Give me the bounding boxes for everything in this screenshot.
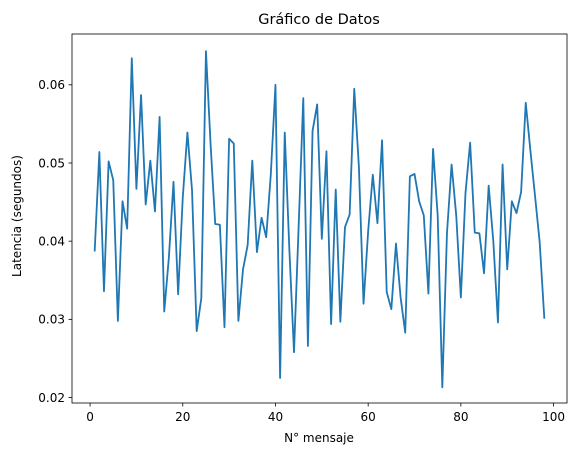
x-tick-label: 20 bbox=[175, 410, 190, 424]
axes-frame bbox=[71, 33, 568, 404]
y-tick-label: 0.05 bbox=[38, 156, 65, 170]
series-line bbox=[93, 50, 546, 389]
x-tick-label: 80 bbox=[453, 410, 468, 424]
y-tick-label: 0.02 bbox=[38, 391, 65, 405]
y-tick-label: 0.03 bbox=[38, 313, 65, 327]
x-axis: 0 20 40 60 80 100 bbox=[86, 403, 565, 424]
x-tick-label: 100 bbox=[542, 410, 565, 424]
y-axis-label: Latencia (segundos) bbox=[10, 155, 24, 277]
x-axis-label: N° mensaje bbox=[284, 431, 354, 445]
x-tick-label: 60 bbox=[361, 410, 376, 424]
x-tick-label: 0 bbox=[86, 410, 94, 424]
y-axis: 0.02 0.03 0.04 0.05 0.06 bbox=[38, 78, 72, 405]
y-tick-label: 0.04 bbox=[38, 234, 65, 248]
x-tick-label: 40 bbox=[268, 410, 283, 424]
y-tick-label: 0.06 bbox=[38, 78, 65, 92]
chart-title: Gráfico de Datos bbox=[258, 12, 380, 28]
